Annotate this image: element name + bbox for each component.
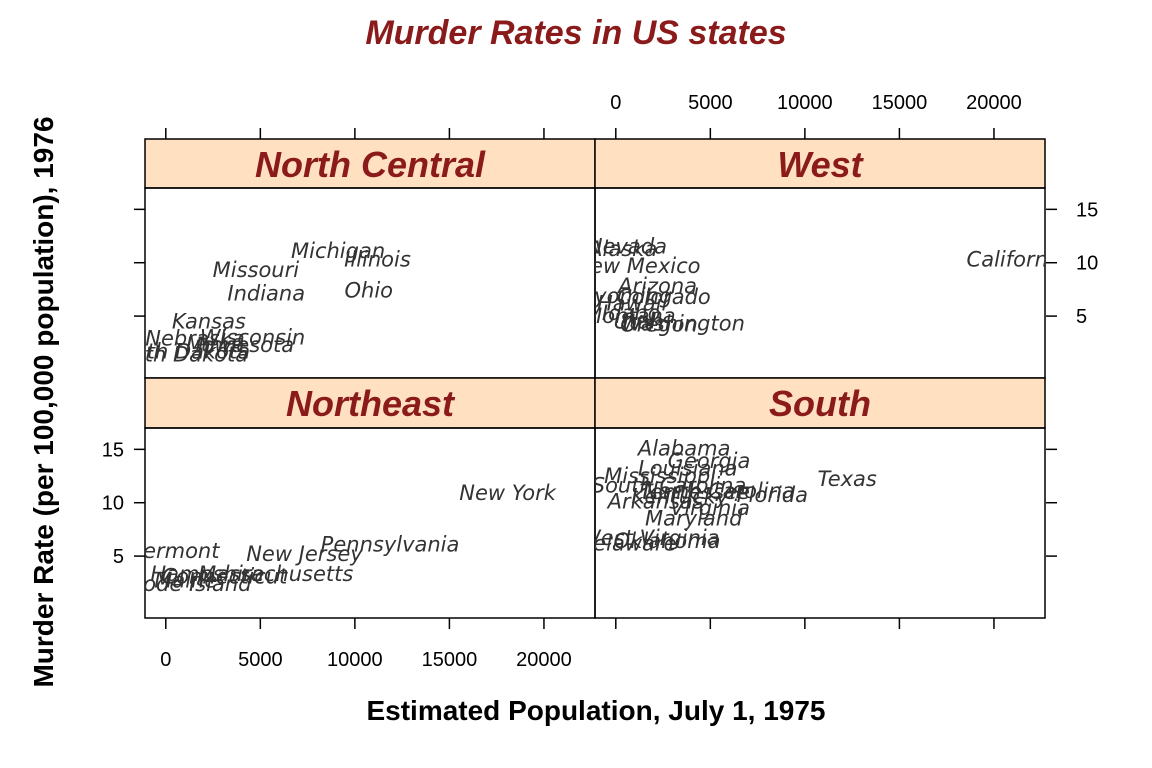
point-label: Ohio <box>345 278 394 302</box>
point-label: West Virginia <box>580 526 720 550</box>
panel-strip-label: West <box>777 144 864 185</box>
point-label: Tennessee <box>639 480 749 504</box>
point-label: Wyoming <box>573 284 672 308</box>
point-label: Pennsylvania <box>321 532 460 556</box>
panel-strip <box>594 377 1046 429</box>
y-tick-label: 5 <box>1076 306 1087 328</box>
point-label: Alabama <box>636 436 731 460</box>
x-tick-label: 0 <box>610 92 621 114</box>
point-label: Washington <box>621 312 745 336</box>
y-tick-label: 15 <box>102 439 124 461</box>
panel-strip-label: South <box>769 383 871 424</box>
point-label: Rhode Island <box>115 572 252 596</box>
point-label: Vermont <box>130 539 220 563</box>
panel-strip <box>144 377 596 429</box>
point-label: Oregon <box>620 313 698 337</box>
y-tick-label: 10 <box>1076 253 1098 275</box>
point-label: Missouri <box>213 258 300 282</box>
y-axis-title: Murder Rate (per 100,000 population), 19… <box>28 116 59 687</box>
point-label: Massachusetts <box>198 562 353 586</box>
point-label: Virginia <box>670 496 750 520</box>
point-label: Michigan <box>291 239 385 263</box>
point-label: Arkansas <box>606 490 704 514</box>
x-axis-title: Estimated Population, July 1, 1975 <box>366 695 825 726</box>
point-label: Montana <box>584 304 676 328</box>
panel-strip-label: Northeast <box>286 383 456 424</box>
point-label: Oklahoma <box>614 529 721 553</box>
point-label: Idaho <box>602 301 661 325</box>
x-tick-label: 15000 <box>872 92 928 114</box>
point-label: South Dakota <box>107 339 250 363</box>
x-tick-label: 5000 <box>238 649 283 671</box>
point-label: North Dakota <box>108 343 249 367</box>
point-label: Colorado <box>617 285 711 309</box>
panel-strip <box>144 138 596 189</box>
point-label: New Jersey <box>246 542 363 566</box>
point-label: Mississippi <box>604 464 716 488</box>
panel-strip <box>594 138 1046 189</box>
point-label: North Carolina <box>643 479 795 503</box>
x-tick-label: 15000 <box>422 649 478 671</box>
x-tick-label: 0 <box>160 649 171 671</box>
point-label: Florida <box>737 483 808 507</box>
point-label: Maine <box>154 569 217 593</box>
x-tick-label: 20000 <box>516 649 572 671</box>
point-label: Texas <box>817 467 876 491</box>
point-label: Alaska <box>586 237 657 261</box>
chart-title: Murder Rates in US states <box>365 14 786 52</box>
x-tick-label: 5000 <box>688 92 733 114</box>
point-label: New Hampshire <box>98 562 265 586</box>
point-label: New York <box>459 481 556 505</box>
point-label: Illinois <box>344 248 411 272</box>
point-label: Wisconsin <box>200 325 305 349</box>
point-label: Louisiana <box>638 457 738 481</box>
point-label: Maryland <box>645 507 743 531</box>
point-label: Nebraska <box>145 327 244 351</box>
y-tick-label: 15 <box>1076 199 1098 221</box>
point-label: Kentucky <box>631 484 729 508</box>
x-tick-label: 10000 <box>327 649 383 671</box>
point-label: Arizona <box>616 274 697 298</box>
y-tick-label: 10 <box>102 493 124 515</box>
point-label: Minnesota <box>186 333 294 357</box>
point-label: South Carolina <box>592 474 747 498</box>
x-tick-label: 10000 <box>777 92 833 114</box>
point-label: Indiana <box>227 282 305 306</box>
point-label: Connecticut <box>162 564 289 588</box>
point-label: New Mexico <box>574 254 700 278</box>
point-label: Georgia <box>668 449 751 473</box>
point-label: California <box>967 248 1067 272</box>
panel-frame <box>594 427 1046 619</box>
point-label: Hawaii <box>597 291 668 315</box>
point-label: Delaware <box>577 531 676 555</box>
point-label: Iowa <box>195 333 244 357</box>
point-label: Nevada <box>587 235 667 259</box>
panel-strip-label: North Central <box>255 144 486 185</box>
point-label: Utah <box>614 309 664 333</box>
x-tick-label: 20000 <box>966 92 1022 114</box>
point-label: Kansas <box>172 309 246 333</box>
y-tick-label: 5 <box>113 546 124 568</box>
